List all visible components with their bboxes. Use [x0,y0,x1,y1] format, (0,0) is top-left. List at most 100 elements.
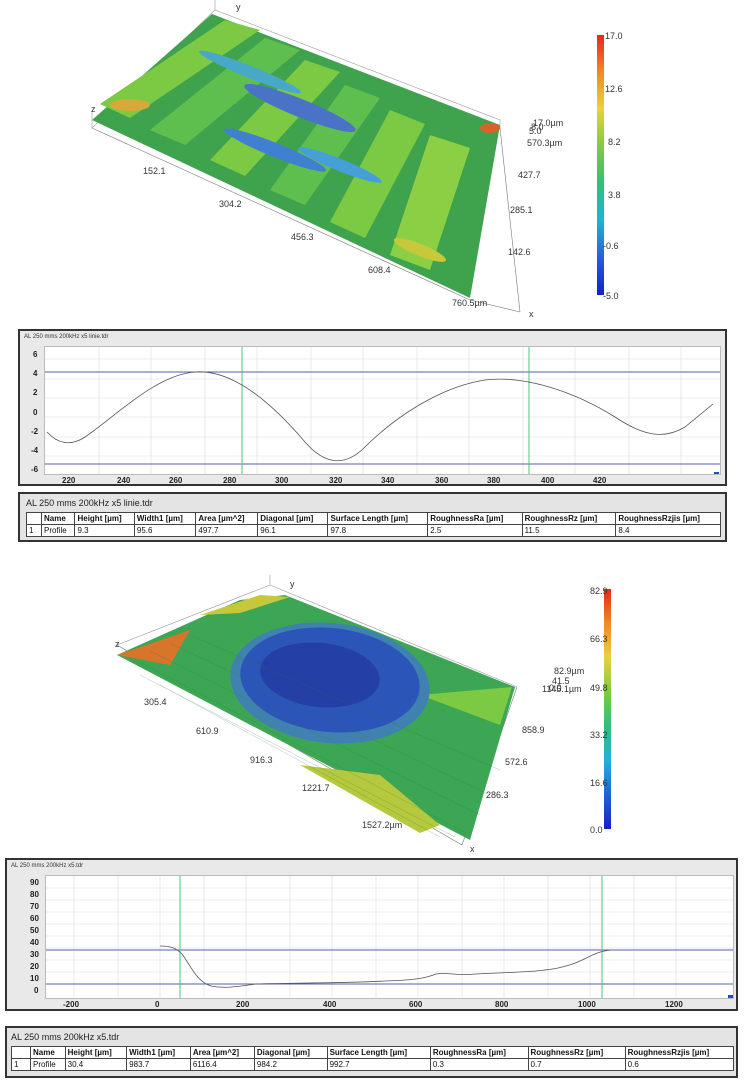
column-header [11,1046,31,1059]
column-header: Area [µm^2] [195,512,259,525]
y-axis-label: y [236,2,241,12]
z-tick: 0.0 [549,683,562,693]
profile-plot-2 [45,875,734,999]
y-tick: 572.6 [505,757,528,767]
table-row[interactable]: 1 Profile 9.3 95.6 497.7 96.1 97.8 2.5 1… [26,524,721,537]
x-tick: 400 [323,1000,337,1009]
y-tick: 858.9 [522,725,545,735]
profile-panel-1: AL 250 mms 200kHz x5 linie.tdr 6 4 2 0 [18,329,727,486]
y-tick: 142.6 [508,247,531,257]
x-tick: 360 [435,476,449,485]
y-tick: 286.3 [486,790,509,800]
profile-file-title: AL 250 mms 200kHz x5 linie.tdr [24,334,109,340]
table-cell: 992.7 [326,1058,431,1071]
color-scale-label: -5.0 [603,291,619,301]
x-tick: 800 [495,1000,509,1009]
x-tick: 304.2 [219,199,242,209]
x-tick: 305.4 [144,697,167,707]
y-tick: 70 [30,902,39,911]
y-tick: 6 [33,350,38,359]
column-header [26,512,42,525]
table-cell: 2.5 [427,524,523,537]
table-cell: 0.6 [624,1058,735,1071]
results-table-2: Name Height [µm] Width1 [µm] Area [µm^2]… [11,1046,735,1071]
color-scale-label: 82.9 [590,586,608,596]
x-tick: 260 [169,476,183,485]
results-panel-1: AL 250 mms 200kHz x5 linie.tdr Name Heig… [18,492,727,542]
x-tick: 220 [62,476,76,485]
column-header: RoughnessRz [µm] [527,1046,626,1059]
color-scale-label: 16.6 [590,778,608,788]
table-cell: 1 [11,1058,31,1071]
table-cell: Profile [40,524,76,537]
x-tick: 916.3 [250,755,273,765]
y-tick: -6 [31,465,39,474]
x-tick: 1200 [665,1000,683,1009]
table-row[interactable]: 1 Profile 30.4 983.7 6116.4 984.2 992.7 … [11,1058,735,1071]
surface-stripes-1 [100,20,500,270]
z-tick: 5.0 [529,126,542,136]
column-header: Surface Length [µm] [326,1046,431,1059]
surface-scan-1: y z x 152.1 304.2 456.3 608.4 760.5µm 57… [0,0,745,320]
table-cell: 9.3 [74,524,135,537]
x-tick: 1221.7 [302,783,330,793]
table-cell: 984.2 [253,1058,328,1071]
column-header: Area [µm^2] [189,1046,255,1059]
y-tick: 90 [30,878,39,887]
table-cell: 0.7 [527,1058,626,1071]
y-tick: 0 [34,986,39,995]
column-header: Height [µm] [74,512,135,525]
color-scale-label: 3.8 [608,190,621,200]
y-tick: 0 [33,408,38,417]
table-cell: 11.5 [521,524,617,537]
x-tick: 0 [155,1000,160,1009]
x-tick: 760.5µm [452,298,488,308]
z-tick: 82.9µm [554,666,585,676]
y-tick: 427.7 [518,170,541,180]
column-header: RoughnessRa [µm] [429,1046,529,1059]
column-header: RoughnessRzjis [µm] [624,1046,735,1059]
table-cell: 983.7 [126,1058,191,1071]
x-tick: 320 [329,476,343,485]
color-scale-label: 0.0 [590,825,603,835]
z-tick: 8.0 [531,122,544,132]
table-cell: 1 [26,524,42,537]
column-header: RoughnessRz [µm] [521,512,617,525]
column-header: Name [30,1046,66,1059]
table-cell: 6116.4 [189,1058,255,1071]
x-tick: 1527.2µm [362,820,403,830]
column-header: Height [µm] [64,1046,128,1059]
results-file-title: AL 250 mms 200kHz x5.tdr [11,1032,120,1042]
results-file-title: AL 250 mms 200kHz x5 linie.tdr [26,498,153,508]
color-scale-bar-2 [604,589,611,829]
y-tick: -2 [31,427,39,436]
color-scale-label: -0.6 [603,241,619,251]
table-header-row: Name Height [µm] Width1 [µm] Area [µm^2]… [26,512,721,525]
z-tick: 17.0µm [533,118,564,128]
color-scale-label: 66.3 [590,634,608,644]
x-tick: 456.3 [291,232,314,242]
column-header: Diagonal [µm] [257,512,329,525]
x-tick: 600 [409,1000,423,1009]
color-scale-label: 12.6 [605,84,623,94]
y-tick: 40 [30,938,39,947]
x-tick: -200 [63,1000,80,1009]
profile-file-title: AL 250 mms 200kHz x5.tdr [11,863,84,869]
y-tick: 2 [33,388,38,397]
table-cell: 0.3 [429,1058,529,1071]
x-tick: 610.9 [196,726,219,736]
table-cell: 96.1 [257,524,329,537]
z-axis-label: z [115,639,120,649]
column-header: Name [40,512,76,525]
surface-3d-plot-2 [116,575,518,846]
profile-curve-2 [159,945,612,988]
surface-3d-plot-1 [91,0,521,313]
x-tick: 240 [117,476,131,485]
table-cell: Profile [30,1058,66,1071]
x-tick: 608.4 [368,265,391,275]
x-tick: 152.1 [143,166,166,176]
y-tick: 50 [30,926,39,935]
y-tick: 285.1 [510,205,533,215]
table-cell: 30.4 [64,1058,128,1071]
column-header: RoughnessRa [µm] [427,512,523,525]
